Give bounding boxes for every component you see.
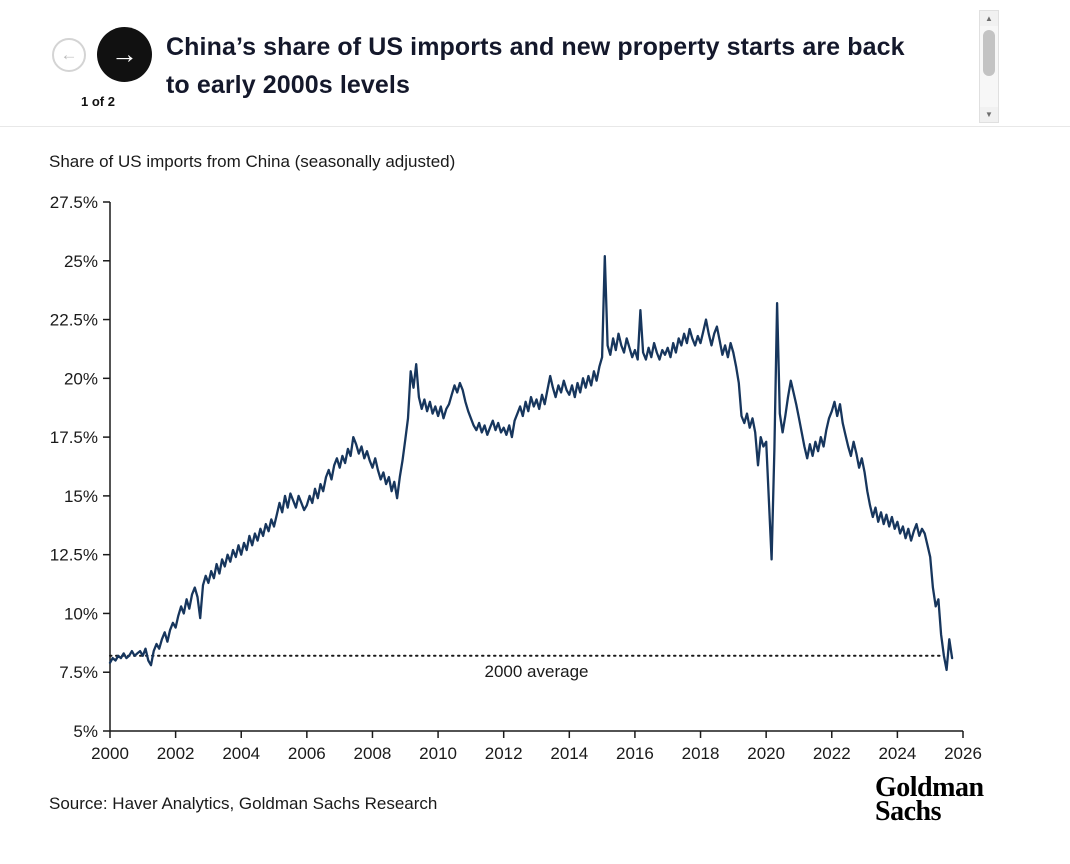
x-tick-label: 2006 bbox=[288, 744, 326, 763]
scroll-up-button[interactable]: ▲ bbox=[980, 11, 998, 26]
y-tick-label: 20% bbox=[64, 369, 98, 388]
x-tick-label: 2026 bbox=[944, 744, 982, 763]
series-line bbox=[108, 254, 954, 672]
x-tick-label: 2022 bbox=[813, 744, 851, 763]
header: ← → 1 of 2 China’s share of US imports a… bbox=[0, 0, 1070, 127]
y-tick-label: 5% bbox=[73, 722, 98, 741]
x-tick-label: 2018 bbox=[682, 744, 720, 763]
arrow-right-icon: → bbox=[111, 39, 138, 69]
x-tick-label: 2002 bbox=[157, 744, 195, 763]
y-tick-label: 15% bbox=[64, 487, 98, 506]
chart-canvas: 5% 7.5% 10% 12.5% 15% 17.5% 20% 22.5% 25% 27.5% 20… bbox=[50, 193, 982, 763]
x-tick-label: 2004 bbox=[222, 744, 260, 763]
goldman-sachs-logo: Goldman Sachs bbox=[875, 772, 984, 827]
y-tick-label: 10% bbox=[64, 604, 98, 623]
scroll-thumb[interactable] bbox=[983, 30, 995, 76]
y-tick-label: 17.5% bbox=[50, 428, 98, 447]
x-tick-label: 2008 bbox=[354, 744, 392, 763]
pagination-indicator: 1 of 2 bbox=[81, 94, 115, 109]
x-tick-label: 2024 bbox=[878, 744, 916, 763]
source-note: Source: Haver Analytics, Goldman Sachs R… bbox=[49, 794, 438, 813]
previous-chart-button[interactable]: ← bbox=[52, 38, 86, 72]
x-tick-label: 2000 bbox=[91, 744, 129, 763]
triangle-up-icon: ▲ bbox=[985, 14, 993, 23]
x-tick-label: 2012 bbox=[485, 744, 523, 763]
y-tick-label: 25% bbox=[64, 252, 98, 271]
scrollbar[interactable]: ▲ ▼ bbox=[979, 10, 999, 123]
logo-line-1: Goldman bbox=[875, 772, 984, 803]
x-tick-label: 2020 bbox=[747, 744, 785, 763]
reference-line-label: 2000 average bbox=[485, 662, 589, 681]
chart-subtitle: Share of US imports from China (seasonal… bbox=[49, 152, 456, 171]
triangle-down-icon: ▼ bbox=[985, 110, 993, 119]
scroll-down-button[interactable]: ▼ bbox=[980, 107, 998, 122]
y-tick-label: 7.5% bbox=[59, 663, 98, 682]
chart-title: China’s share of US imports and new prop… bbox=[166, 33, 905, 99]
logo-line-2: Sachs bbox=[875, 796, 941, 827]
arrow-left-icon: ← bbox=[60, 45, 78, 64]
x-tick-label: 2014 bbox=[550, 744, 588, 763]
chart-area: 5% 7.5% 10% 12.5% 15% 17.5% 20% 22.5% 25% 27.5% 20… bbox=[0, 185, 1070, 765]
next-chart-button[interactable]: → bbox=[97, 27, 152, 82]
x-tick-label: 2016 bbox=[616, 744, 654, 763]
y-tick-label: 12.5% bbox=[50, 546, 98, 565]
x-tick-label: 2010 bbox=[419, 744, 457, 763]
y-tick-label: 27.5% bbox=[50, 193, 98, 212]
y-tick-label: 22.5% bbox=[50, 311, 98, 330]
